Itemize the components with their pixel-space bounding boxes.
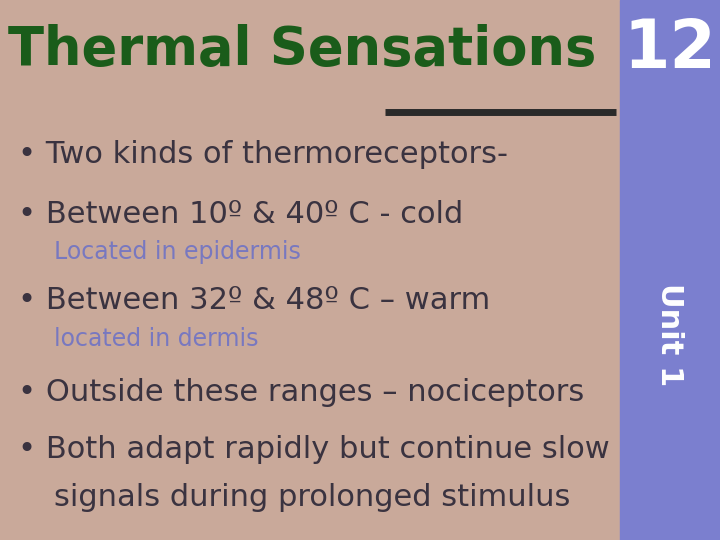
Text: 12: 12	[624, 16, 716, 82]
Text: signals during prolonged stimulus: signals during prolonged stimulus	[54, 483, 570, 512]
Text: Unit 1: Unit 1	[655, 283, 685, 387]
Text: Thermal Sensations: Thermal Sensations	[8, 24, 597, 76]
Text: • Between 32º & 48º C – warm: • Between 32º & 48º C – warm	[18, 286, 490, 315]
Text: • Outside these ranges – nociceptors: • Outside these ranges – nociceptors	[18, 378, 584, 407]
Text: located in dermis: located in dermis	[54, 327, 258, 350]
Bar	[620, 0, 720, 540]
Text: Located in epidermis: Located in epidermis	[54, 240, 301, 264]
Text: • Both adapt rapidly but continue slow: • Both adapt rapidly but continue slow	[18, 435, 610, 464]
Text: • Two kinds of thermoreceptors-: • Two kinds of thermoreceptors-	[18, 140, 508, 170]
Text: • Between 10º & 40º C - cold: • Between 10º & 40º C - cold	[18, 200, 463, 229]
